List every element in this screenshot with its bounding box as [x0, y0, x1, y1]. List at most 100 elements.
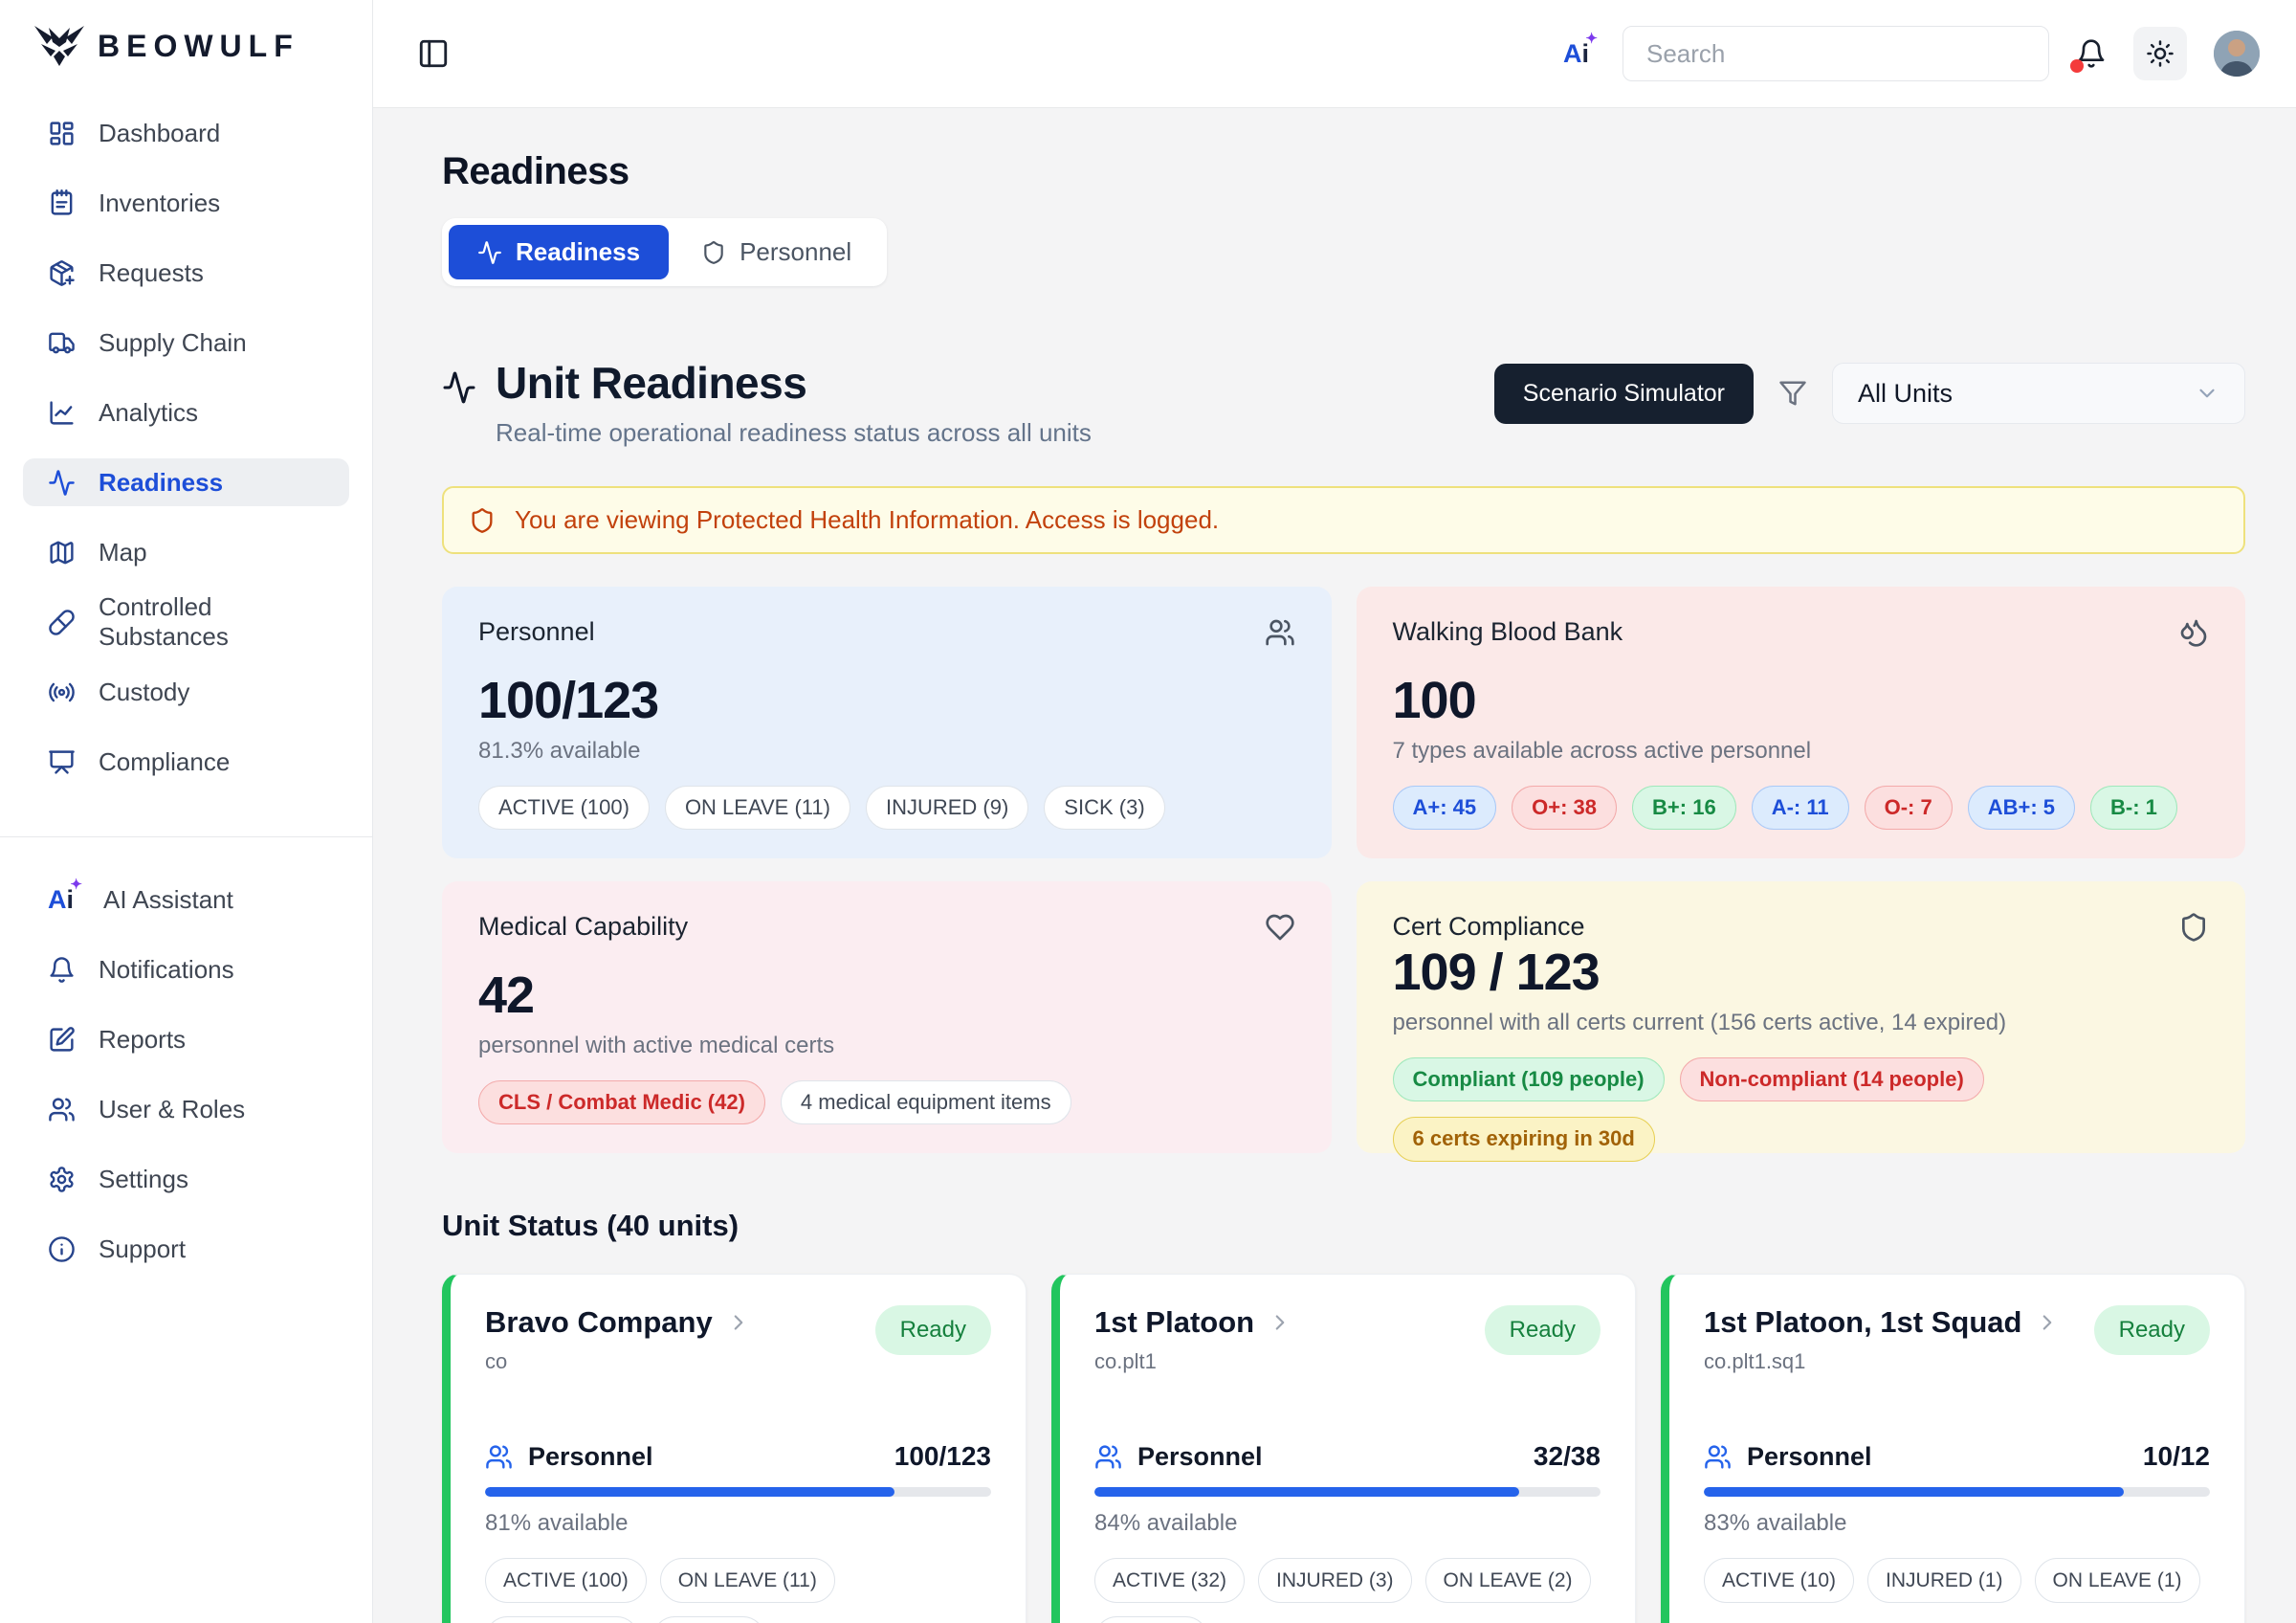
status-badge: Ready [2093, 1305, 2210, 1355]
theme-toggle-button[interactable] [2133, 27, 2187, 80]
sidebar-item-supply-chain[interactable]: Supply Chain [23, 319, 349, 367]
unit-card-1st-platoon[interactable]: 1st Platoon co.plt1 Ready Personnel 32/3… [1051, 1274, 1636, 1623]
notebook-icon [51, 189, 73, 215]
unit-name-link[interactable]: 1st Platoon [1094, 1305, 1292, 1340]
bell-icon [50, 956, 74, 983]
sidebar-item-analytics[interactable]: Analytics [23, 389, 349, 436]
unit-code: co [485, 1349, 508, 1373]
unit-filter-value: All Units [1858, 378, 1954, 408]
personnel-progress-track [1704, 1487, 2210, 1497]
personnel-label: Personnel [1137, 1441, 1263, 1471]
equipment-badge: 4 medical equipment items [780, 1079, 1071, 1124]
sidebar-item-label: Notifications [99, 954, 234, 984]
blood-type-badge: AB+: 5 [1967, 785, 2076, 830]
radio-icon [49, 682, 75, 701]
unit-name-link[interactable]: 1st Platoon, 1st Squad [1704, 1305, 2060, 1340]
status-badge: SICK (3) [1044, 785, 1165, 830]
shield-icon [2182, 913, 2205, 942]
search-input[interactable] [1623, 26, 2049, 81]
tab-label: Personnel [740, 237, 852, 266]
card-title: Cert Compliance [1392, 912, 1585, 941]
status-badge: ACTIVE (10) [1704, 1558, 1855, 1604]
notifications-button[interactable] [2070, 38, 2107, 73]
sidebar-item-inventories[interactable]: Inventories [23, 179, 349, 227]
sidebar-item-settings[interactable]: Settings [23, 1155, 349, 1203]
page-title: Readiness [442, 150, 629, 192]
users-icon [1095, 1444, 1121, 1469]
blood-type-badge: B-: 1 [2090, 785, 2177, 830]
map-icon [50, 541, 74, 564]
sidebar-item-requests[interactable]: Requests [23, 249, 349, 297]
sidebar-nav: Dashboard Inventories Requests Supply Ch… [0, 100, 372, 1295]
sidebar-toggle-button[interactable] [417, 37, 450, 70]
available-label: 84% available [1094, 1510, 1238, 1536]
main-column: Ai✦ Readiness Readiness [373, 0, 2296, 1623]
ai-assistant-button[interactable]: Ai ✦ [1563, 30, 1598, 68]
sidebar-item-label: Requests [99, 257, 204, 287]
status-badge: ON LEAVE (11) [664, 785, 850, 830]
chevron-right-icon [1275, 1315, 1285, 1330]
sidebar-item-notifications[interactable]: Notifications [23, 945, 349, 993]
status-badge: Ready [874, 1305, 991, 1355]
users-icon [49, 1097, 75, 1122]
sidebar-item-label: Analytics [99, 397, 199, 427]
status-badge: INJURED (9) [865, 785, 1029, 830]
users-icon [1705, 1444, 1731, 1469]
sidebar-item-label: Map [99, 537, 147, 567]
sidebar-item-map[interactable]: Map [23, 528, 349, 576]
tab-personnel[interactable]: Personnel [673, 225, 880, 279]
sidebar-item-label: Controlled Substances [99, 592, 229, 651]
sidebar-divider [0, 836, 372, 837]
users-icon [486, 1444, 512, 1469]
filter-icon[interactable] [1778, 379, 1807, 408]
unit-name: Bravo Company [485, 1305, 713, 1339]
shield-icon [472, 507, 493, 533]
ai-sparkle-icon: Ai ✦ [48, 876, 82, 914]
wolf-logo-icon [34, 26, 84, 66]
unit-card-1st-squad[interactable]: 1st Platoon, 1st Squad co.plt1.sq1 Ready… [1661, 1274, 2245, 1623]
sidebar-item-label: Reports [99, 1024, 187, 1054]
sidebar-item-user-roles[interactable]: User & Roles [23, 1085, 349, 1133]
personnel-progress-fill [1094, 1487, 1520, 1497]
unit-card-bravo-company[interactable]: Bravo Company co Ready Personnel 100/123 [442, 1274, 1027, 1623]
avatar[interactable] [2214, 31, 2260, 77]
available-label: 83% available [1704, 1510, 1847, 1536]
unit-code: co.plt1 [1094, 1349, 1157, 1373]
sidebar-item-readiness[interactable]: Readiness [23, 458, 349, 506]
sidebar-item-support[interactable]: Support [23, 1225, 349, 1273]
blood-type-badge: A-: 11 [1751, 785, 1849, 830]
compliant-badge: Compliant (109 people) [1392, 1057, 1665, 1102]
scenario-simulator-button[interactable]: Scenario Simulator [1493, 363, 1754, 424]
pill-icon [49, 609, 75, 635]
sidebar-item-reports[interactable]: Reports [23, 1015, 349, 1063]
personnel-progress-track [485, 1487, 991, 1497]
sidebar-item-compliance[interactable]: Compliance [23, 738, 349, 786]
sun-icon [2147, 40, 2174, 67]
medical-capability-card: Medical Capability 42 personnel with act… [442, 881, 1332, 1153]
chevron-right-icon [2043, 1315, 2052, 1330]
sidebar-item-controlled-substances[interactable]: Controlled Substances [23, 592, 349, 651]
sidebar-item-dashboard[interactable]: Dashboard [23, 109, 349, 157]
personnel-value: 10/12 [2142, 1441, 2210, 1471]
avatar-photo [2214, 31, 2260, 77]
available-label: 81% available [485, 1510, 629, 1536]
blood-type-badge: O+: 38 [1512, 785, 1618, 830]
sidebar-item-custody[interactable]: Custody [23, 668, 349, 716]
section-subtitle: Real-time operational readiness status a… [496, 418, 1092, 447]
expiring-badge: 6 certs expiring in 30d [1392, 1117, 1655, 1162]
brand-logo[interactable]: BEOWULF [0, 0, 372, 100]
unit-name-link[interactable]: Bravo Company [485, 1305, 751, 1340]
topbar: Ai ✦ [373, 0, 2296, 108]
card-value: 100 [1392, 671, 1477, 729]
bell-icon [2078, 39, 2105, 68]
sidebar-item-ai-assistant[interactable]: Ai ✦ AI Assistant [23, 876, 349, 923]
status-badge: INJURED (1) [1867, 1558, 2021, 1604]
personnel-progress-fill [1704, 1487, 2125, 1497]
tab-readiness[interactable]: Readiness [449, 225, 670, 279]
phi-banner-text: You are viewing Protected Health Informa… [515, 505, 1220, 534]
unit-filter-select[interactable]: All Units [1832, 363, 2245, 424]
card-subtitle: personnel with all certs current (156 ce… [1392, 1010, 2007, 1035]
card-title: Personnel [478, 617, 595, 646]
blood-type-badge: A+: 45 [1392, 785, 1497, 830]
unit-code: co.plt1.sq1 [1704, 1349, 1806, 1373]
